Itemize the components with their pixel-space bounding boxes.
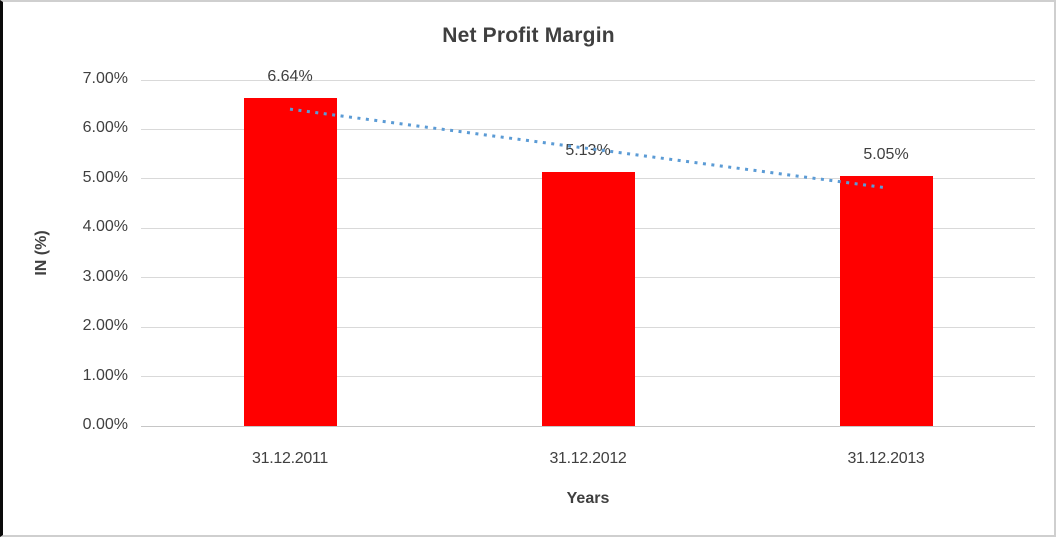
y-tick-label: 6.00% xyxy=(82,119,128,137)
bar-31.12.2012 xyxy=(541,172,635,426)
y-axis-title: IN (%) xyxy=(33,230,50,276)
y-tick-label: 3.00% xyxy=(82,267,128,285)
y-tick-label: 1.00% xyxy=(82,366,128,384)
x-tick-label: 31.12.2013 xyxy=(847,450,925,467)
x-tick-label: 31.12.2012 xyxy=(549,450,627,467)
x-axis-title: Years xyxy=(566,490,610,507)
y-tick-label: 0.00% xyxy=(82,416,128,433)
data-label: 5.05% xyxy=(863,146,909,164)
chart-title: Net Profit Margin xyxy=(442,24,615,47)
gridline xyxy=(141,79,1035,81)
gridline xyxy=(141,425,1035,427)
y-tick-label: 4.00% xyxy=(82,218,128,236)
bar-31.12.2011 xyxy=(243,97,337,426)
x-tick-label: 31.12.2011 xyxy=(252,450,328,467)
data-label: 6.64% xyxy=(267,67,313,85)
y-tick-label: 2.00% xyxy=(82,317,128,335)
y-tick-label: 7.00% xyxy=(82,70,128,87)
data-label: 5.13% xyxy=(565,142,611,160)
y-tick-label: 5.00% xyxy=(82,168,128,186)
bar-31.12.2013 xyxy=(839,176,933,426)
